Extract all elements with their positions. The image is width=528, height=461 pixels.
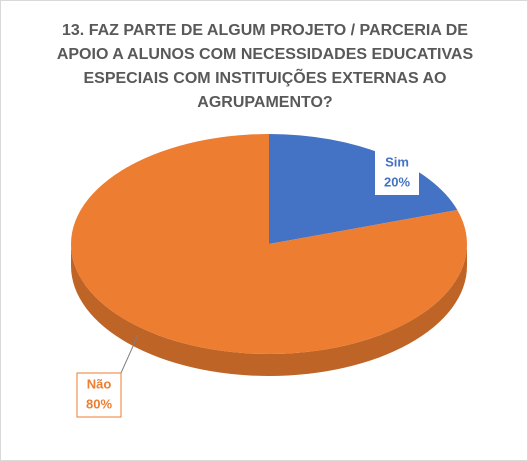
data-label-category: Sim bbox=[385, 154, 409, 169]
data-label-value: 80% bbox=[86, 396, 112, 411]
data-label-value: 20% bbox=[384, 174, 410, 189]
chart-title: 13. FAZ PARTE DE ALGUM PROJETO / PARCERI… bbox=[56, 22, 474, 111]
pie-slice bbox=[269, 134, 458, 244]
pie-side bbox=[71, 244, 467, 376]
label-box bbox=[375, 151, 419, 195]
data-label-category: Não bbox=[87, 376, 112, 391]
label-box bbox=[76, 372, 122, 418]
leader-line bbox=[120, 334, 139, 374]
pie-slice bbox=[71, 134, 468, 354]
